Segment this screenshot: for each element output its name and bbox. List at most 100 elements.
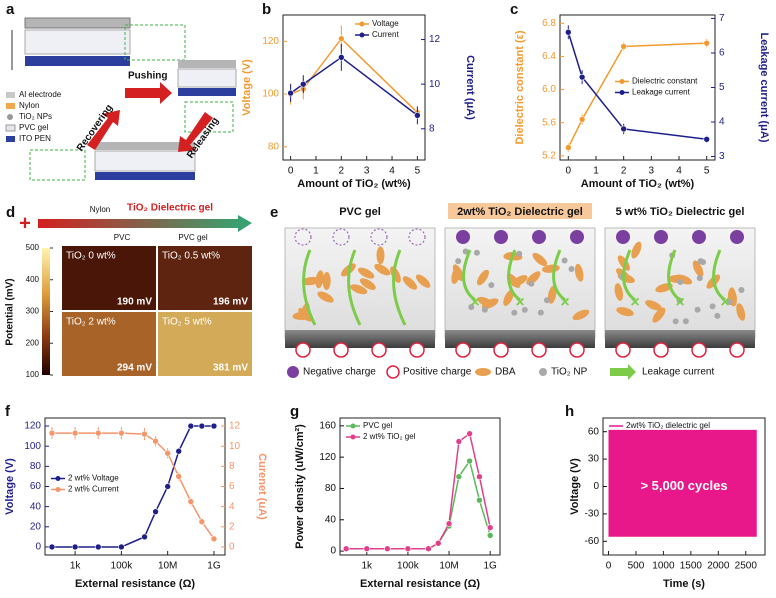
negative-charge — [532, 230, 546, 244]
charge-ring — [294, 228, 312, 246]
tio2-particle — [468, 304, 475, 311]
legend-swatch — [6, 92, 15, 98]
data-point — [466, 430, 473, 437]
tio2-particle — [516, 250, 523, 257]
dba-molecule — [481, 298, 499, 309]
y2-tick-label: 0 — [229, 542, 235, 553]
dba-molecule — [614, 283, 624, 301]
y-tick-label: 80 — [30, 461, 42, 472]
legend-label: Positive charge — [403, 367, 472, 378]
electrode-floor — [285, 330, 435, 348]
positive-charge — [493, 342, 509, 358]
y2-tick-label: 7 — [719, 13, 725, 24]
positive-charge — [295, 342, 311, 358]
legend-icon — [539, 368, 547, 376]
axis-label: Potential (mV) — [5, 278, 16, 345]
data-point — [455, 473, 463, 481]
dba-molecule — [374, 263, 391, 276]
tio2-particle — [714, 312, 721, 319]
y-tick-label: 80 — [325, 483, 337, 494]
data-point — [476, 473, 483, 481]
x-tick-label: 1G — [484, 561, 498, 572]
x-tick-label: 500 — [628, 561, 645, 572]
dba-molecule — [322, 272, 331, 291]
x-tick-label: 1k — [70, 561, 82, 572]
x-tick-label: 10M — [158, 561, 177, 572]
legend-icon — [610, 364, 636, 380]
x-axis-label: Amount of TiO₂ (wt%) — [297, 178, 411, 190]
x-tick-label: 1k — [361, 561, 373, 572]
x-tick-label: 4 — [676, 166, 682, 177]
positive-charge — [653, 342, 669, 358]
x-tick-label: 2 — [339, 166, 345, 177]
series-label: TiO₂ Dielectric gel — [127, 203, 213, 214]
y2-tick-label: 10 — [429, 79, 441, 90]
data-point — [578, 116, 586, 123]
legend-marker — [619, 90, 625, 95]
dba-molecule — [652, 307, 666, 323]
dba-molecule — [692, 260, 704, 278]
legend-label: 2 wt% Voltage — [68, 474, 119, 483]
y-tick-label: 6.0 — [542, 84, 556, 95]
block-mark: × — [515, 294, 524, 311]
legend-label: Al electrode — [19, 90, 62, 99]
image-value: 196 mV — [213, 297, 248, 308]
data-point — [565, 144, 572, 151]
data-point — [118, 429, 125, 437]
data-point — [620, 125, 627, 133]
tio2-particle — [726, 298, 733, 305]
dba-molecule — [317, 291, 334, 303]
x-tick-label: 1000 — [652, 561, 675, 572]
panel-letter: g — [290, 403, 299, 420]
legend-marker — [55, 476, 61, 481]
tio2-particle — [511, 309, 518, 316]
legend-label: TiO₂ NP — [551, 367, 588, 378]
gel-layer — [94, 150, 196, 172]
annotation: > 5,000 cycles — [640, 478, 727, 493]
data-point — [338, 35, 345, 43]
data-point — [94, 543, 102, 551]
y2-tick-label: 10 — [229, 441, 241, 452]
y-tick-label: 30 — [588, 454, 600, 465]
series-line — [346, 459, 491, 550]
panel-letter: a — [6, 1, 15, 18]
legend-label: TiO₂ NPs — [19, 112, 52, 121]
legend-label: Leakage current — [642, 367, 714, 378]
colorbar-tick-label: 100 — [26, 370, 40, 379]
data-point — [198, 518, 206, 526]
electrode-floor — [445, 330, 595, 348]
legend-swatch — [5, 124, 16, 132]
legend-swatch — [7, 114, 13, 120]
block-mark: × — [470, 294, 479, 311]
tio2-particle — [738, 286, 745, 293]
colorbar-tick-label: 200 — [26, 338, 40, 347]
y2-tick-label: 6 — [719, 48, 725, 59]
y-tick-label: 6.8 — [542, 18, 556, 29]
legend-label: 2 wt% Current — [68, 485, 119, 494]
positive-charge — [729, 342, 745, 358]
legend-icon — [475, 368, 491, 376]
dba-molecule — [675, 274, 693, 285]
panel-d: d + Nylon TiO₂ Dielectric gel PVC PVC ge… — [5, 203, 252, 376]
x-axis-label: Amount of TiO₂ (wt%) — [581, 178, 695, 190]
x-tick-label: 0 — [288, 166, 294, 177]
data-point — [48, 429, 56, 437]
y-tick-label: 120 — [24, 421, 41, 432]
tio2-particle — [672, 318, 679, 325]
data-point — [175, 473, 183, 480]
colorbar-tick-label: 300 — [26, 307, 40, 316]
tio2-particle — [696, 275, 703, 282]
y2-tick-label: 6 — [229, 481, 235, 492]
leakage-arrow — [392, 249, 407, 326]
afm-image — [62, 312, 156, 376]
x-tick-label: 1500 — [680, 561, 703, 572]
y-axis-label: Voltage (V) — [241, 59, 253, 116]
leakage-arrow — [347, 249, 362, 326]
data-point — [71, 543, 79, 551]
tio2-particle — [682, 318, 689, 325]
arrow — [125, 82, 172, 104]
series-label: Nylon — [90, 205, 110, 214]
dba-molecule — [574, 263, 584, 282]
data-point — [703, 135, 710, 143]
data-point — [476, 496, 483, 504]
